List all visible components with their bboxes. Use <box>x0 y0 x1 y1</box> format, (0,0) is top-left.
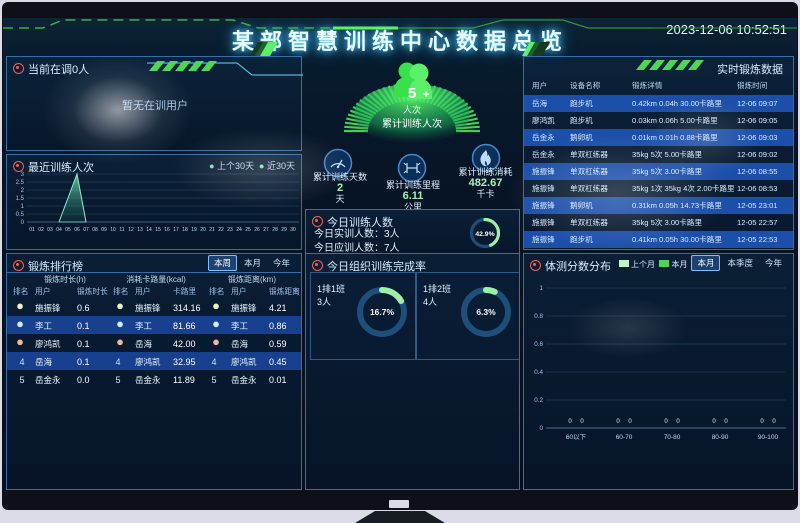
svg-text:0: 0 <box>760 419 764 425</box>
svg-text:0.5: 0.5 <box>16 212 25 218</box>
svg-text:20: 20 <box>200 227 206 233</box>
svg-text:17: 17 <box>173 227 179 233</box>
svg-text:0: 0 <box>676 419 680 425</box>
svg-text:6.3%: 6.3% <box>476 307 496 317</box>
svg-text:04: 04 <box>56 227 62 233</box>
svg-text:+: + <box>423 89 429 101</box>
svg-text:0: 0 <box>628 419 632 425</box>
svg-text:18: 18 <box>182 227 188 233</box>
svg-text:70-80: 70-80 <box>664 434 681 441</box>
svg-text:0: 0 <box>772 419 776 425</box>
svg-text:09: 09 <box>101 227 107 233</box>
svg-text:14: 14 <box>146 227 152 233</box>
svg-text:03: 03 <box>47 227 53 233</box>
svg-text:27: 27 <box>263 227 269 233</box>
svg-text:25: 25 <box>245 227 251 233</box>
svg-text:23: 23 <box>227 227 233 233</box>
svg-text:0: 0 <box>580 419 584 425</box>
svg-text:累计训练人次: 累计训练人次 <box>382 117 442 130</box>
svg-text:0.4: 0.4 <box>534 369 543 376</box>
svg-text:26: 26 <box>254 227 260 233</box>
svg-text:5: 5 <box>408 85 416 102</box>
svg-text:11: 11 <box>119 227 124 233</box>
svg-text:22: 22 <box>218 227 224 233</box>
svg-text:05: 05 <box>65 227 71 233</box>
svg-text:42.9%: 42.9% <box>475 231 494 238</box>
svg-text:0.2: 0.2 <box>534 397 543 404</box>
svg-text:29: 29 <box>281 227 287 233</box>
svg-text:13: 13 <box>137 227 143 233</box>
svg-text:60-70: 60-70 <box>616 434 633 441</box>
svg-text:07: 07 <box>83 227 89 233</box>
svg-text:08: 08 <box>92 227 98 233</box>
svg-text:人次: 人次 <box>403 104 421 115</box>
svg-text:1: 1 <box>539 285 543 292</box>
svg-text:0: 0 <box>568 419 572 425</box>
svg-text:80-90: 80-90 <box>712 434 729 441</box>
svg-text:02: 02 <box>38 227 44 233</box>
svg-text:0.6: 0.6 <box>534 341 543 348</box>
svg-text:30: 30 <box>290 227 296 233</box>
svg-text:0: 0 <box>21 220 25 226</box>
svg-text:2.5: 2.5 <box>16 180 25 186</box>
svg-text:0: 0 <box>724 419 728 425</box>
svg-text:0: 0 <box>664 419 668 425</box>
svg-text:10: 10 <box>110 227 116 233</box>
svg-text:0: 0 <box>539 425 543 432</box>
svg-text:15: 15 <box>155 227 161 233</box>
svg-text:1.5: 1.5 <box>16 196 25 202</box>
svg-text:16: 16 <box>164 227 170 233</box>
svg-text:60以下: 60以下 <box>566 433 587 441</box>
svg-text:12: 12 <box>128 227 134 233</box>
svg-text:0.8: 0.8 <box>534 313 543 320</box>
svg-text:0: 0 <box>616 419 620 425</box>
svg-text:16.7%: 16.7% <box>370 307 395 317</box>
svg-text:2: 2 <box>21 188 25 194</box>
svg-text:01: 01 <box>29 227 35 233</box>
svg-text:21: 21 <box>209 227 215 233</box>
svg-text:90-100: 90-100 <box>758 434 779 441</box>
svg-text:06: 06 <box>74 227 80 233</box>
svg-text:1: 1 <box>21 204 25 210</box>
svg-text:24: 24 <box>236 227 242 233</box>
svg-text:19: 19 <box>191 227 197 233</box>
svg-text:0: 0 <box>712 419 716 425</box>
svg-text:28: 28 <box>272 227 278 233</box>
